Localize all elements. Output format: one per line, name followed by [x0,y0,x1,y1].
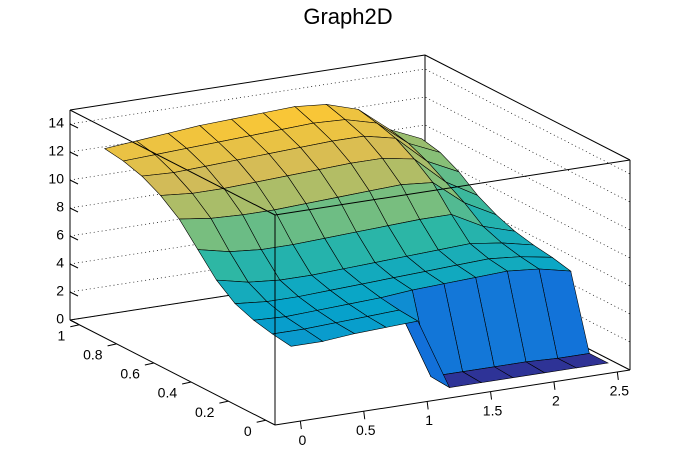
x-tick [553,381,556,390]
box-edge [69,319,276,426]
box-edge [424,54,631,161]
z-tick [69,123,79,129]
y-tick-label: 0.6 [120,366,140,382]
grid-line [69,96,631,203]
z-tick [69,291,79,297]
x-tick [616,371,619,381]
x-tick-label: 0 [298,432,306,448]
z-tick-label: 4 [56,255,64,271]
box-edge [274,369,631,426]
y-tick [256,419,266,423]
z-tick [69,235,79,241]
z-tick-label: 6 [56,227,64,243]
grid-line [69,124,631,231]
z-tick [69,151,79,157]
y-tick [219,400,229,404]
z-tick-label: 10 [48,171,64,187]
box-edge [69,109,276,216]
x-tick [299,421,302,430]
z-tick-label: 12 [48,143,64,159]
grid-line [69,180,631,287]
x-tick-label: 1 [425,412,433,428]
z-tick-label: 14 [48,115,64,131]
y-tick [144,362,154,366]
x-tick-label: 0.5 [356,422,376,438]
x-tick-label: 2.5 [610,383,630,399]
y-tick-label: 1 [58,327,66,343]
z-tick-label: 2 [56,283,64,299]
z-tick [69,319,79,325]
z-tick [69,263,79,269]
z-tick-label: 0 [56,311,64,327]
surface-cell [271,328,324,347]
grid-line [69,152,631,259]
z-tick [69,179,79,185]
x-tick-label: 2 [552,392,560,408]
z-tick-label: 8 [56,199,64,215]
x-tick [363,411,366,420]
y-tick-label: 0.8 [83,347,103,363]
y-tick-label: 0.2 [195,404,215,420]
x-tick-label: 1.5 [483,402,503,418]
x-tick [426,401,429,410]
x-tick [490,391,493,400]
y-tick-label: 0.4 [158,385,178,401]
y-tick [182,381,192,385]
y-tick [107,343,117,347]
box-edge [274,159,631,216]
y-tick [70,324,80,328]
box-edge [69,54,426,111]
grid-line [69,68,631,175]
y-tick-label: 0 [244,423,252,439]
z-tick [69,207,79,213]
chart-title: Graph2D [303,4,392,29]
